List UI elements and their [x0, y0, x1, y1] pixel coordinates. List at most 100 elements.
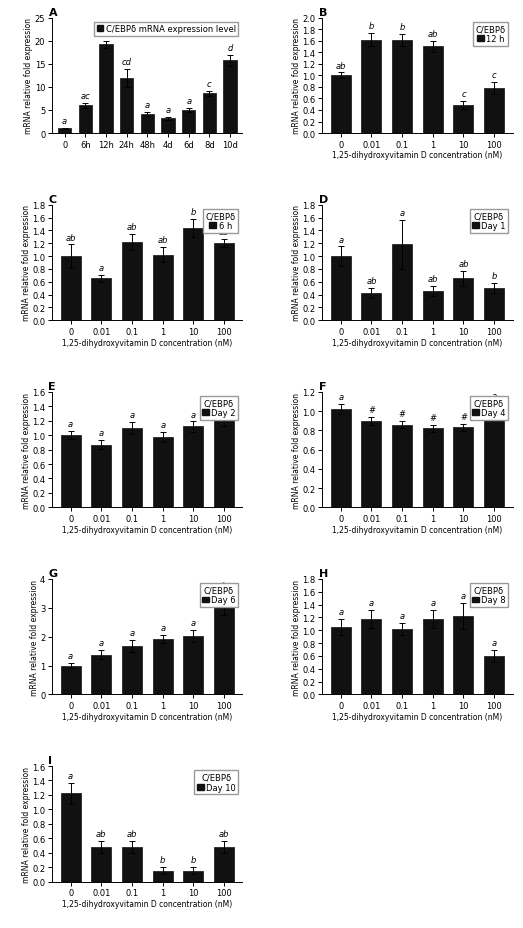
Bar [214, 605, 234, 695]
Bar [214, 244, 234, 321]
Text: a: a [99, 429, 104, 438]
Text: ab: ab [458, 260, 469, 268]
Bar [92, 445, 111, 508]
Text: a: a [165, 106, 170, 115]
Y-axis label: mRNA relative fold expression: mRNA relative fold expression [292, 579, 301, 695]
Bar [392, 629, 412, 695]
Bar [484, 289, 504, 321]
X-axis label: 1,25-dihydroxyvitamin D concentration (nM): 1,25-dihydroxyvitamin D concentration (n… [62, 899, 233, 908]
Y-axis label: mRNA relative fold expression: mRNA relative fold expression [22, 393, 31, 508]
X-axis label: 1,25-dihydroxyvitamin D concentration (nM): 1,25-dihydroxyvitamin D concentration (n… [62, 525, 233, 535]
Text: a: a [492, 638, 497, 647]
Bar [361, 294, 381, 321]
Text: ab: ab [157, 236, 168, 245]
Bar [453, 279, 473, 321]
Legend: Day 2: Day 2 [200, 396, 238, 420]
Legend: Day 6: Day 6 [199, 584, 238, 607]
Text: #: # [460, 412, 467, 421]
Bar [423, 47, 443, 134]
Bar [203, 95, 216, 134]
Text: a: a [400, 209, 405, 218]
Bar [58, 129, 72, 134]
Text: b: b [160, 856, 165, 864]
Bar [92, 847, 111, 882]
Text: #: # [368, 406, 375, 415]
X-axis label: 1,25-dihydroxyvitamin D concentration (nM): 1,25-dihydroxyvitamin D concentration (n… [62, 712, 233, 721]
Legend: Day 8: Day 8 [470, 584, 508, 607]
Text: ab: ab [366, 277, 377, 286]
Bar [392, 41, 412, 134]
Text: A: A [49, 7, 57, 18]
Text: ab: ab [336, 61, 346, 71]
Bar [120, 79, 133, 134]
Bar [453, 428, 473, 508]
Text: #: # [399, 409, 406, 419]
Legend: C/EBPδ mRNA expression level: C/EBPδ mRNA expression level [94, 22, 238, 37]
Text: B: B [319, 7, 327, 18]
Bar [141, 114, 154, 134]
Text: a: a [130, 411, 134, 419]
Legend: 12 h: 12 h [473, 22, 508, 46]
Text: a: a [191, 410, 196, 419]
Text: ab: ab [219, 228, 229, 238]
Bar [214, 847, 234, 882]
Bar [182, 110, 196, 134]
Text: b: b [191, 856, 196, 864]
Y-axis label: mRNA relative fold expression: mRNA relative fold expression [30, 579, 39, 695]
Bar [361, 41, 381, 134]
Bar [453, 616, 473, 695]
Bar [61, 665, 81, 695]
Bar [331, 257, 351, 321]
Text: ab: ab [427, 275, 438, 284]
Text: b: b [191, 208, 196, 217]
Text: a: a [338, 608, 343, 617]
Text: a: a [68, 651, 73, 660]
Text: a: a [145, 101, 150, 110]
Bar [423, 619, 443, 695]
Text: ab: ab [427, 30, 438, 39]
Bar [92, 655, 111, 695]
Text: ab: ab [219, 830, 229, 838]
Bar [161, 119, 175, 134]
Bar [423, 292, 443, 321]
Bar [223, 61, 237, 134]
Text: a: a [400, 611, 405, 620]
Text: #: # [429, 413, 436, 422]
Text: c: c [461, 90, 466, 98]
Text: cd: cd [122, 58, 132, 67]
Bar [78, 106, 92, 134]
Text: a: a [338, 236, 343, 244]
Text: c: c [492, 71, 496, 81]
Text: b: b [369, 21, 374, 31]
Text: G: G [49, 569, 58, 578]
Text: c: c [207, 80, 212, 88]
Text: ac: ac [81, 92, 90, 101]
X-axis label: 1,25-dihydroxyvitamin D concentration (nM): 1,25-dihydroxyvitamin D concentration (n… [332, 712, 503, 721]
Legend: Day 1: Day 1 [470, 210, 508, 234]
Bar [331, 76, 351, 134]
Text: b: b [221, 582, 227, 591]
Text: C: C [49, 195, 56, 205]
Text: a: a [160, 623, 165, 632]
Bar [184, 427, 203, 508]
Text: E: E [49, 381, 56, 392]
Bar [453, 106, 473, 134]
Text: a: a [492, 392, 497, 401]
Text: a: a [62, 117, 67, 125]
Bar [122, 429, 142, 508]
X-axis label: 1,25-dihydroxyvitamin D concentration (nM): 1,25-dihydroxyvitamin D concentration (n… [332, 525, 503, 535]
X-axis label: 1,25-dihydroxyvitamin D concentration (nM): 1,25-dihydroxyvitamin D concentration (n… [332, 338, 503, 347]
Text: a: a [369, 599, 374, 607]
Bar [153, 870, 173, 882]
Bar [99, 45, 113, 134]
Text: a: a [461, 592, 466, 600]
Text: a: a [130, 628, 134, 638]
Y-axis label: mRNA relative fold expression: mRNA relative fold expression [25, 19, 33, 135]
Bar [153, 438, 173, 508]
Bar [331, 627, 351, 695]
Bar [122, 646, 142, 695]
Text: a: a [68, 419, 73, 429]
Text: a: a [160, 421, 165, 430]
Bar [392, 425, 412, 508]
Bar [423, 429, 443, 508]
